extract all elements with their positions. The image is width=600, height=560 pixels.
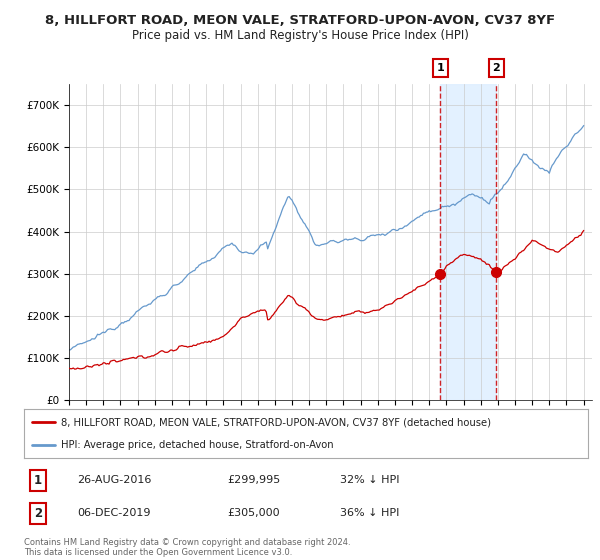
Text: £305,000: £305,000	[227, 508, 280, 519]
Text: 36% ↓ HPI: 36% ↓ HPI	[340, 508, 399, 519]
Text: 1: 1	[437, 63, 444, 73]
Text: 8, HILLFORT ROAD, MEON VALE, STRATFORD-UPON-AVON, CV37 8YF (detached house): 8, HILLFORT ROAD, MEON VALE, STRATFORD-U…	[61, 417, 491, 427]
Text: 2: 2	[34, 507, 42, 520]
Text: 32% ↓ HPI: 32% ↓ HPI	[340, 475, 400, 486]
Text: 26-AUG-2016: 26-AUG-2016	[77, 475, 152, 486]
Text: Price paid vs. HM Land Registry's House Price Index (HPI): Price paid vs. HM Land Registry's House …	[131, 29, 469, 42]
Text: 2: 2	[493, 63, 500, 73]
Text: 1: 1	[34, 474, 42, 487]
Text: HPI: Average price, detached house, Stratford-on-Avon: HPI: Average price, detached house, Stra…	[61, 440, 333, 450]
Text: Contains HM Land Registry data © Crown copyright and database right 2024.
This d: Contains HM Land Registry data © Crown c…	[24, 538, 350, 557]
Text: 8, HILLFORT ROAD, MEON VALE, STRATFORD-UPON-AVON, CV37 8YF: 8, HILLFORT ROAD, MEON VALE, STRATFORD-U…	[45, 14, 555, 27]
Bar	[440, 84, 496, 400]
Text: £299,995: £299,995	[227, 475, 280, 486]
Text: 06-DEC-2019: 06-DEC-2019	[77, 508, 151, 519]
